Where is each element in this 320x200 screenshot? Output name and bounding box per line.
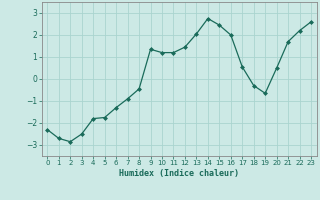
- X-axis label: Humidex (Indice chaleur): Humidex (Indice chaleur): [119, 169, 239, 178]
